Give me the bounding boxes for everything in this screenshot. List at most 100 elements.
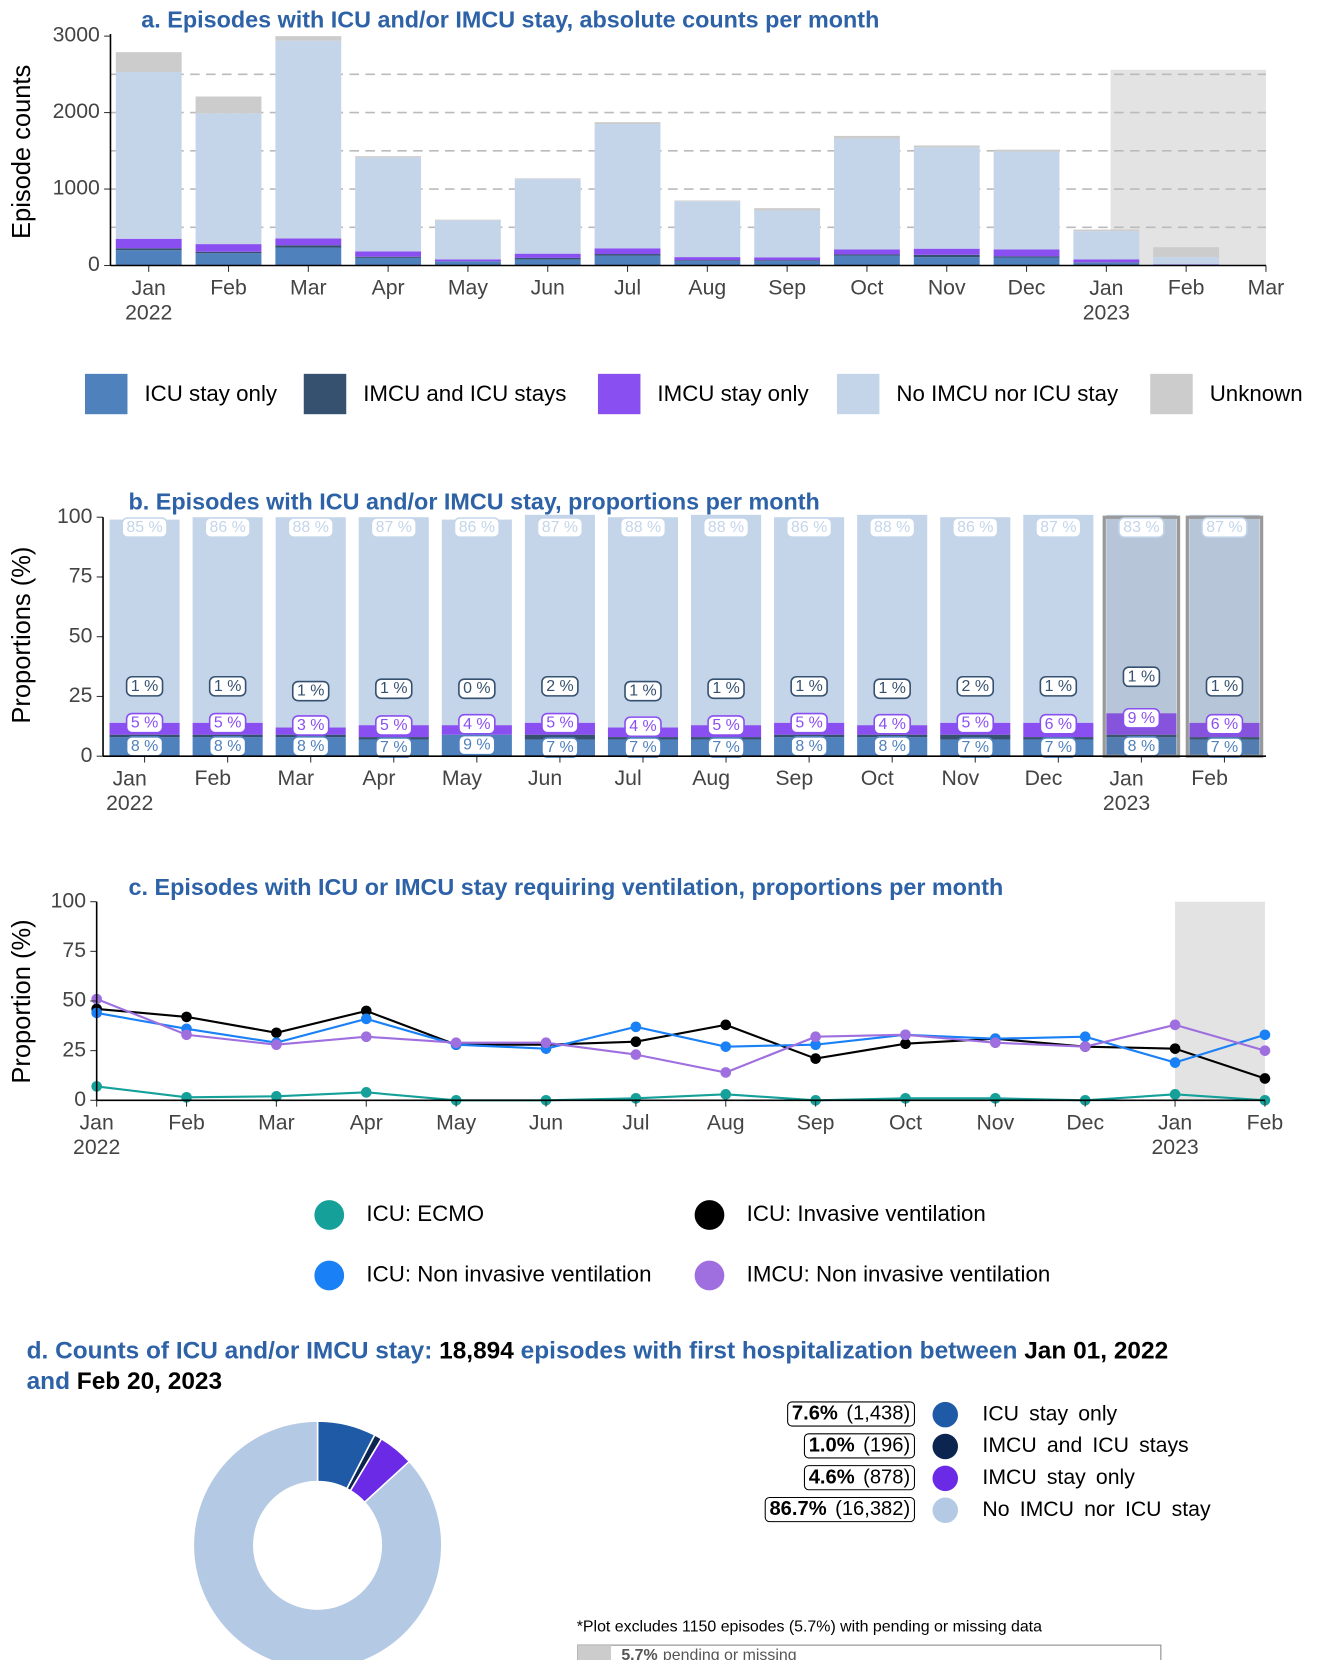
point	[720, 1019, 732, 1031]
data-label: 1 %	[712, 680, 739, 697]
data-label: 5 %	[962, 715, 989, 732]
bar-segment	[1073, 262, 1140, 266]
bar-segment	[594, 248, 661, 255]
x-tick-label: Jun	[529, 1110, 563, 1134]
title-part: 18,894	[439, 1336, 514, 1364]
data-label: 7 %	[629, 739, 656, 756]
x-tick-label: Sep	[797, 1110, 835, 1134]
x-tick-label: Jan 2023	[1103, 766, 1150, 814]
data-label-box	[956, 675, 995, 697]
bar-segment	[435, 259, 501, 262]
bar-segment	[1073, 229, 1140, 232]
missing-label: 5.7% pending or missing	[621, 1647, 796, 1660]
data-label: 1 %	[380, 680, 407, 697]
point	[1169, 1043, 1181, 1054]
bar-segment	[913, 254, 980, 258]
legend-swatch	[84, 373, 128, 415]
y-tick-label: 0	[74, 1087, 86, 1111]
bar-segment	[1153, 257, 1220, 265]
legend-percent: 1.0%	[809, 1435, 855, 1457]
legend-label: IMCU and ICU stays	[982, 1433, 1188, 1457]
note: *Plot excludes 1150 episodes (5.7%) with…	[577, 1618, 1042, 1635]
legend-marker	[932, 1465, 959, 1492]
legend-label: ICU stay only	[144, 381, 277, 406]
x-tick-label: Apr	[350, 1110, 383, 1134]
point	[720, 1089, 732, 1100]
data-label: 88 %	[708, 519, 744, 536]
y-tick-label: 0	[88, 252, 100, 276]
point	[271, 1091, 282, 1102]
bar-segment	[913, 145, 980, 148]
data-label: 1 %	[297, 683, 324, 700]
data-label: 7 %	[546, 739, 573, 756]
legend-marker	[694, 1260, 725, 1291]
data-label: 88 %	[293, 519, 329, 536]
legend-value: 1.0% (196)	[809, 1435, 911, 1457]
x-tick-label: Feb	[1247, 1110, 1284, 1134]
x-tick-label: Aug	[688, 275, 726, 299]
bar-segment	[355, 256, 422, 258]
data-label-box	[790, 712, 828, 734]
bar-segment	[1073, 259, 1140, 263]
x-tick-label: May	[448, 275, 488, 299]
point	[720, 1041, 732, 1052]
data-label-box	[541, 712, 579, 734]
bar-segment	[275, 36, 342, 41]
data-label-box	[707, 678, 745, 700]
data-label-box	[1205, 675, 1244, 697]
bar-segment	[115, 72, 182, 239]
point	[1259, 1073, 1271, 1084]
point	[271, 1027, 282, 1039]
data-label: 9 %	[463, 737, 490, 754]
title-part: Feb 20, 2023	[76, 1366, 223, 1395]
bar-segment	[275, 734, 346, 738]
data-label-box	[873, 713, 911, 735]
x-tick-label: Jan 2023	[1083, 275, 1130, 323]
data-label: 86 %	[209, 519, 245, 536]
y-tick-label: 50	[69, 623, 93, 647]
bar-segment	[524, 734, 595, 740]
point	[181, 1011, 192, 1023]
legend-count: (878)	[863, 1467, 910, 1489]
bar-segment	[674, 257, 741, 261]
x-tick-label: Dec	[1025, 766, 1063, 790]
label-line: Jan	[80, 1110, 114, 1134]
x-tick-label: Sep	[775, 766, 813, 790]
legend-swatch	[597, 373, 641, 415]
data-label-box	[208, 712, 247, 734]
bar-segment	[594, 254, 661, 256]
data-label-box	[1118, 517, 1165, 538]
legend-count: (16,382)	[835, 1499, 910, 1521]
bar-segment	[774, 734, 845, 738]
data-label: 87 %	[1206, 519, 1242, 536]
bar-segment	[834, 254, 900, 256]
data-label-box	[458, 713, 496, 735]
x-tick-label: Sep	[768, 275, 806, 299]
bar-segment	[674, 260, 741, 261]
bar-segment	[913, 248, 980, 255]
data-label: 1 %	[878, 680, 905, 697]
x-tick-label: Aug	[692, 766, 730, 790]
point	[810, 1039, 821, 1050]
label-line: 2023	[1103, 791, 1150, 815]
bar-segment	[754, 260, 821, 261]
point	[1079, 1031, 1091, 1043]
y-tick-label: 50	[62, 988, 86, 1012]
data-label: 88 %	[874, 519, 910, 536]
point	[630, 1049, 642, 1060]
y-axis-label: Episode counts	[8, 65, 36, 239]
data-label-box	[458, 734, 496, 756]
legend-label: ICU: ECMO	[366, 1201, 484, 1226]
legend-label: ICU: Non invasive ventilation	[366, 1261, 651, 1286]
data-label-box	[458, 678, 496, 700]
data-label-box	[541, 675, 579, 697]
missing-bar	[577, 1645, 612, 1660]
label-line: Jan	[1089, 275, 1123, 299]
x-tick-label: Jun	[531, 275, 565, 299]
missing-percent: 5.7%	[621, 1647, 657, 1660]
bar-segment	[115, 238, 182, 249]
point	[271, 1039, 282, 1050]
legend-value-box	[764, 1496, 915, 1523]
label-line: Jan	[113, 766, 147, 790]
bar-segment	[109, 734, 180, 738]
